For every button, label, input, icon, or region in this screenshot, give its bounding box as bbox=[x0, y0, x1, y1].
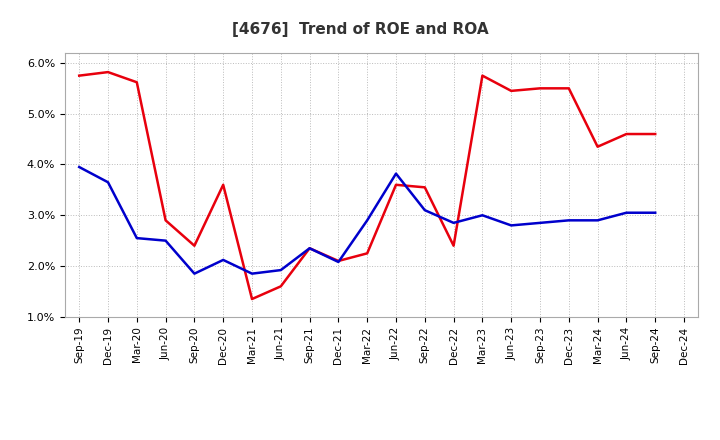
ROE bbox=[507, 88, 516, 94]
ROE bbox=[536, 86, 544, 91]
ROE bbox=[564, 86, 573, 91]
ROE bbox=[161, 218, 170, 223]
ROA bbox=[651, 210, 660, 215]
ROE bbox=[651, 132, 660, 137]
ROA bbox=[219, 257, 228, 263]
ROE bbox=[190, 243, 199, 248]
Line: ROE: ROE bbox=[79, 72, 655, 299]
ROA bbox=[75, 165, 84, 170]
ROA bbox=[104, 180, 112, 185]
ROA bbox=[593, 218, 602, 223]
ROE bbox=[392, 182, 400, 187]
ROA bbox=[536, 220, 544, 226]
ROE bbox=[132, 80, 141, 85]
ROE bbox=[449, 243, 458, 248]
ROA bbox=[276, 268, 285, 273]
ROA bbox=[392, 171, 400, 176]
Text: [4676]  Trend of ROE and ROA: [4676] Trend of ROE and ROA bbox=[232, 22, 488, 37]
ROA bbox=[305, 246, 314, 251]
ROA bbox=[420, 208, 429, 213]
ROA bbox=[190, 271, 199, 276]
ROA bbox=[161, 238, 170, 243]
ROA bbox=[334, 259, 343, 264]
ROE bbox=[334, 258, 343, 264]
ROA bbox=[478, 213, 487, 218]
ROE bbox=[478, 73, 487, 78]
ROE bbox=[363, 251, 372, 256]
ROE bbox=[276, 284, 285, 289]
ROE bbox=[622, 132, 631, 137]
ROE bbox=[75, 73, 84, 78]
ROE bbox=[593, 144, 602, 149]
ROE bbox=[420, 185, 429, 190]
ROA bbox=[363, 218, 372, 223]
ROA bbox=[622, 210, 631, 215]
ROE bbox=[248, 297, 256, 302]
ROA bbox=[564, 218, 573, 223]
ROA bbox=[449, 220, 458, 226]
ROE bbox=[219, 182, 228, 187]
ROE bbox=[104, 70, 112, 75]
Line: ROA: ROA bbox=[79, 167, 655, 274]
ROE bbox=[305, 246, 314, 251]
ROA bbox=[248, 271, 256, 276]
ROA bbox=[507, 223, 516, 228]
ROA bbox=[132, 235, 141, 241]
